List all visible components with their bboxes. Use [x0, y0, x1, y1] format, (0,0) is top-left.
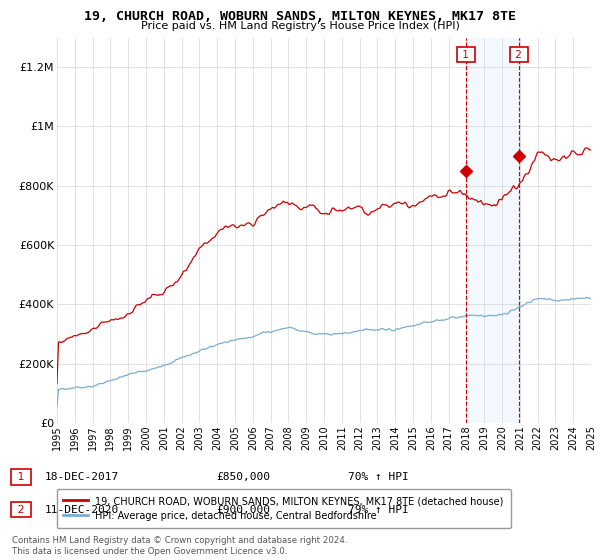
- Text: 70% ↑ HPI: 70% ↑ HPI: [348, 472, 409, 482]
- Text: £900,000: £900,000: [216, 505, 270, 515]
- Text: 1: 1: [459, 50, 472, 60]
- Bar: [466, 38, 519, 423]
- Text: 2: 2: [512, 50, 526, 60]
- Text: 11-DEC-2020: 11-DEC-2020: [45, 505, 119, 515]
- Text: 1: 1: [14, 472, 28, 482]
- Text: Contains HM Land Registry data © Crown copyright and database right 2024.
This d: Contains HM Land Registry data © Crown c…: [12, 536, 347, 556]
- Text: 19, CHURCH ROAD, WOBURN SANDS, MILTON KEYNES, MK17 8TE: 19, CHURCH ROAD, WOBURN SANDS, MILTON KE…: [84, 10, 516, 23]
- Text: £850,000: £850,000: [216, 472, 270, 482]
- Legend: 19, CHURCH ROAD, WOBURN SANDS, MILTON KEYNES, MK17 8TE (detached house), HPI: Av: 19, CHURCH ROAD, WOBURN SANDS, MILTON KE…: [56, 489, 511, 528]
- Text: 18-DEC-2017: 18-DEC-2017: [45, 472, 119, 482]
- Text: 79% ↑ HPI: 79% ↑ HPI: [348, 505, 409, 515]
- Text: Price paid vs. HM Land Registry's House Price Index (HPI): Price paid vs. HM Land Registry's House …: [140, 21, 460, 31]
- Text: 2: 2: [14, 505, 28, 515]
